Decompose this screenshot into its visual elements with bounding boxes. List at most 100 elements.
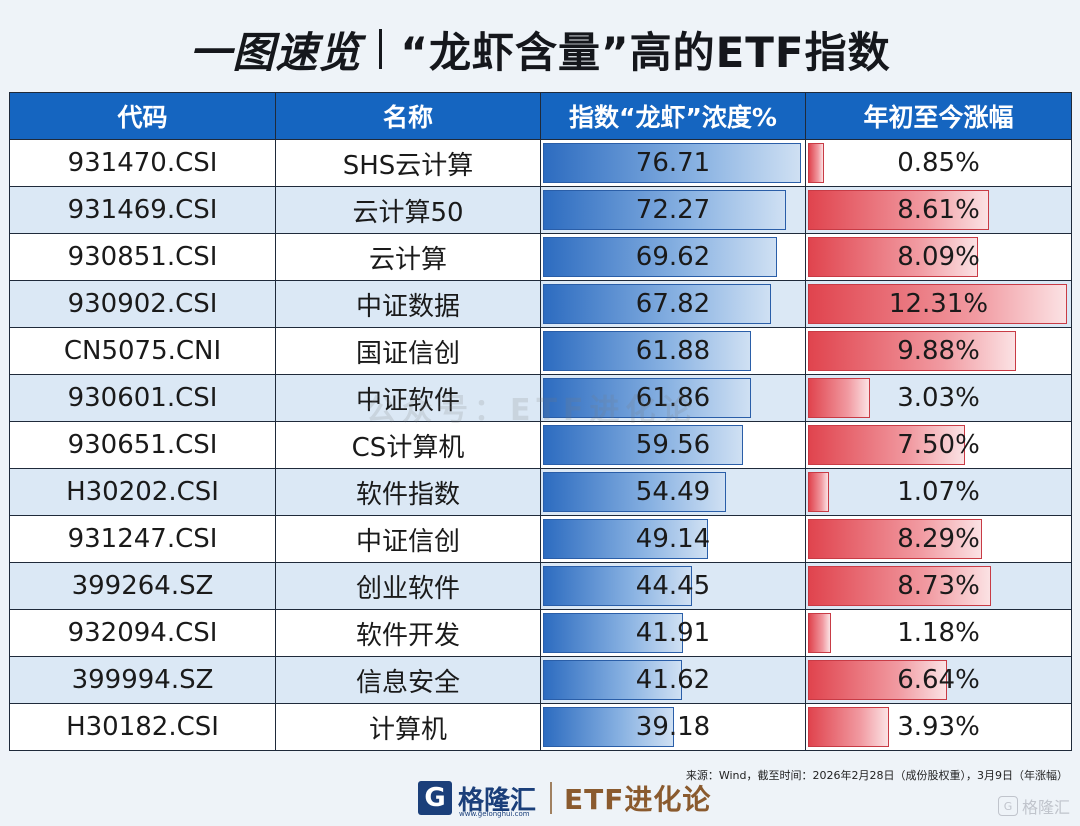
brand-etf: ETF进化论 <box>564 783 712 816</box>
header-concentration: 指数“龙虾”浓度% <box>540 92 806 140</box>
cell-code: 399264.SZ <box>9 562 276 610</box>
ytd-value: 1.18% <box>897 618 980 648</box>
cell-concentration: 69.62 <box>540 233 806 281</box>
concentration-value: 69.62 <box>635 242 711 272</box>
header-code: 代码 <box>9 92 276 140</box>
cell-ytd: 7.50% <box>805 421 1072 469</box>
concentration-bar <box>543 425 743 465</box>
cell-ytd: 3.93% <box>805 703 1072 751</box>
concentration-value: 76.71 <box>635 148 711 178</box>
cell-name: 中证数据 <box>275 280 541 328</box>
cell-concentration: 54.49 <box>540 468 806 516</box>
gelonghui-logo-icon: G <box>418 781 452 815</box>
cell-code: 931247.CSI <box>9 515 276 563</box>
brand-bar: G 格隆汇 ETF进化论 <box>418 780 711 816</box>
table-row: 930601.CSI 中证软件 61.86 3.03% <box>9 374 1072 422</box>
ytd-value: 3.03% <box>897 383 980 413</box>
cell-name: 云计算 <box>275 233 541 281</box>
cell-code: 930651.CSI <box>9 421 276 469</box>
concentration-value: 61.86 <box>635 383 711 413</box>
cell-concentration: 61.88 <box>540 327 806 375</box>
concentration-bar <box>543 378 751 418</box>
cell-code: 930851.CSI <box>9 233 276 281</box>
cell-name: 创业软件 <box>275 562 541 610</box>
cell-concentration: 44.45 <box>540 562 806 610</box>
ytd-value: 6.64% <box>897 665 980 695</box>
ytd-value: 12.31% <box>888 289 989 319</box>
ytd-value: 0.85% <box>897 148 980 178</box>
cell-code: 931470.CSI <box>9 139 276 187</box>
cell-code: H30182.CSI <box>9 703 276 751</box>
cell-concentration: 67.82 <box>540 280 806 328</box>
table-row: H30182.CSI 计算机 39.18 3.93% <box>9 703 1072 751</box>
cell-ytd: 3.03% <box>805 374 1072 422</box>
concentration-bar <box>543 613 684 653</box>
cell-name: 国证信创 <box>275 327 541 375</box>
cell-name: 计算机 <box>275 703 541 751</box>
ytd-bar <box>808 566 992 606</box>
cell-concentration: 76.71 <box>540 139 806 187</box>
cell-code: 931469.CSI <box>9 186 276 234</box>
cell-name: SHS云计算 <box>275 139 541 187</box>
corner-logo-icon: G <box>997 796 1018 816</box>
table-row: 931247.CSI 中证信创 49.14 8.29% <box>9 515 1072 563</box>
concentration-bar <box>543 660 683 700</box>
cell-concentration: 39.18 <box>540 703 806 751</box>
ytd-bar <box>808 660 947 700</box>
table-row: 399994.SZ 信息安全 41.62 6.64% <box>9 656 1072 704</box>
cell-code: 930902.CSI <box>9 280 276 328</box>
cell-ytd: 8.09% <box>805 233 1072 281</box>
ytd-value: 8.29% <box>897 524 980 554</box>
ytd-bar <box>808 378 871 418</box>
table-row: 931470.CSI SHS云计算 76.71 0.85% <box>9 139 1072 187</box>
cell-code: 399994.SZ <box>9 656 276 704</box>
concentration-value: 49.14 <box>635 524 711 554</box>
cell-concentration: 41.62 <box>540 656 806 704</box>
concentration-bar <box>543 707 674 747</box>
cell-concentration: 59.56 <box>540 421 806 469</box>
ytd-bar <box>808 707 890 747</box>
concentration-value: 39.18 <box>635 712 711 742</box>
cell-code: 932094.CSI <box>9 609 276 657</box>
title-part1: 一图速览 <box>189 27 362 77</box>
cell-name: 软件指数 <box>275 468 541 516</box>
table-row: 399264.SZ 创业软件 44.45 8.73% <box>9 562 1072 610</box>
cell-concentration: 49.14 <box>540 515 806 563</box>
ytd-value: 8.61% <box>897 195 980 225</box>
cell-name: 云计算50 <box>275 186 541 234</box>
cell-ytd: 1.18% <box>805 609 1072 657</box>
corner-watermark: G 格隆汇 <box>997 794 1070 818</box>
ytd-bar <box>808 237 978 277</box>
concentration-value: 44.45 <box>635 571 711 601</box>
table-header-row: 代码 名称 指数“龙虾”浓度% 年初至今涨幅 <box>9 92 1072 140</box>
etf-index-table: 代码 名称 指数“龙虾”浓度% 年初至今涨幅 931470.CSI SHS云计算 7… <box>9 92 1072 751</box>
cell-concentration: 61.86 <box>540 374 806 422</box>
concentration-bar <box>543 472 726 512</box>
concentration-value: 61.88 <box>635 336 711 366</box>
ytd-value: 9.88% <box>897 336 980 366</box>
concentration-value: 59.56 <box>635 430 711 460</box>
source-note: 来源：Wind，截至时间：2026年2月28日（成份股权重），3月9日（年涨幅） <box>685 769 1068 782</box>
table-row: 930851.CSI 云计算 69.62 8.09% <box>9 233 1072 281</box>
cell-ytd: 8.73% <box>805 562 1072 610</box>
brand-url: www.gelonghui.com <box>459 810 530 818</box>
cell-ytd: 8.61% <box>805 186 1072 234</box>
cell-name: CS计算机 <box>275 421 541 469</box>
table-row: 931469.CSI 云计算50 72.27 8.61% <box>9 186 1072 234</box>
cell-ytd: 12.31% <box>805 280 1072 328</box>
brand-name: 格隆汇 <box>458 785 537 816</box>
concentration-bar <box>543 190 786 230</box>
cell-code: CN5075.CNI <box>9 327 276 375</box>
concentration-bar <box>543 566 692 606</box>
table-body: 931470.CSI SHS云计算 76.71 0.85% 931469.CSI 云计算5… <box>9 139 1072 751</box>
cell-name: 软件开发 <box>275 609 541 657</box>
ytd-value: 1.07% <box>897 477 980 507</box>
header-name: 名称 <box>275 92 541 140</box>
cell-ytd: 1.07% <box>805 468 1072 516</box>
watermark: 公众号：ETF进化论 <box>366 393 698 428</box>
table-row: 930651.CSI CS计算机 59.56 7.50% <box>9 421 1072 469</box>
ytd-bar <box>808 613 832 653</box>
cell-concentration: 41.91 <box>540 609 806 657</box>
ytd-bar <box>808 143 825 183</box>
ytd-bar <box>808 284 1068 324</box>
